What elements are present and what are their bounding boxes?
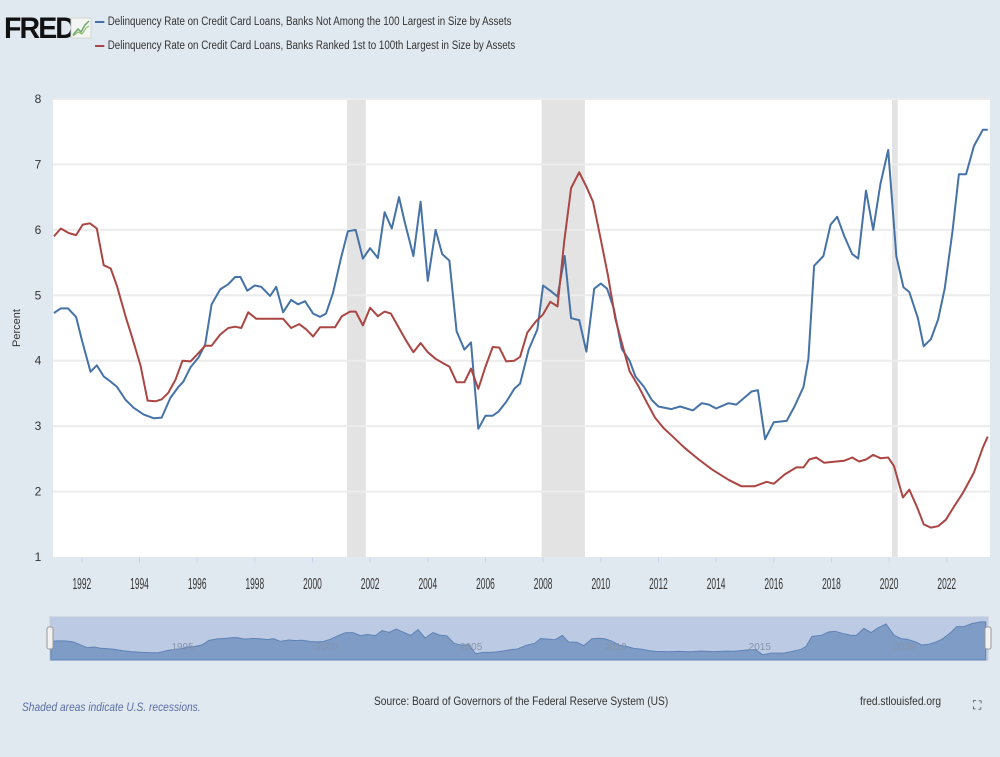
navigator-label: 2005 <box>460 642 483 653</box>
x-tick-label: 1994 <box>130 576 149 593</box>
source-text: Source: Board of Governors of the Federa… <box>374 694 669 708</box>
x-tick-label: 2004 <box>418 576 437 593</box>
x-tick-label: 2020 <box>880 576 899 593</box>
recession-band <box>891 99 898 557</box>
x-tick-label: 2012 <box>649 576 668 593</box>
legend-item-ranked-1st-to-100th[interactable]: Delinquency Rate on Credit Card Loans, B… <box>95 40 515 52</box>
y-tick-label: 3 <box>35 419 42 433</box>
navigator-label: 2020 <box>893 642 916 653</box>
legend-label: Delinquency Rate on Credit Card Loans, B… <box>107 40 516 52</box>
x-tick-label: 1998 <box>245 576 264 593</box>
expand-icon[interactable]: ⛶ <box>973 698 982 712</box>
y-tick-label: 6 <box>35 223 42 237</box>
legend-label: Delinquency Rate on Credit Card Loans, B… <box>107 16 512 28</box>
y-tick-label: 2 <box>35 485 42 499</box>
legend-item-not-among-100-largest[interactable]: Delinquency Rate on Credit Card Loans, B… <box>95 16 511 28</box>
recession-band <box>541 99 585 557</box>
y-axis-label: Percent <box>11 309 23 347</box>
plot-area <box>53 99 990 557</box>
navigator[interactable]: 1995 2000 2005 2010 2015 2020 <box>46 616 992 661</box>
y-tick-label: 8 <box>35 92 42 106</box>
line-chart: 1 2 3 4 5 6 7 8 1992 1994 1996 1998 2000 2002 2004 200… <box>11 92 992 661</box>
navigator-label: 2015 <box>749 642 772 653</box>
navigator-label: 1995 <box>171 642 194 653</box>
x-tick-label: 2010 <box>591 576 610 593</box>
chart-logo-icon <box>70 17 92 39</box>
x-tick-label: 1992 <box>72 576 91 593</box>
site-link[interactable]: fred.stlouisfed.org <box>860 694 942 708</box>
x-tick-label: 2006 <box>476 576 495 593</box>
x-tick-label: 2018 <box>822 576 841 593</box>
x-tick-label: 2016 <box>764 576 783 593</box>
fred-logo[interactable]: FRED <box>4 12 76 45</box>
y-tick-label: 4 <box>35 354 42 368</box>
series-line-not-among-100-largest <box>53 128 988 441</box>
navigator-label: 2000 <box>316 642 339 653</box>
y-tick-label: 1 <box>35 550 42 564</box>
navigator-handle-right[interactable] <box>984 626 992 650</box>
legend-swatch-blue <box>95 20 105 23</box>
navigator-area <box>50 621 987 661</box>
recession-note: Shaded areas indicate U.S. recessions. <box>22 700 201 714</box>
series-line-ranked-1st-to-100th <box>53 171 989 529</box>
navigator-label: 2010 <box>604 642 627 653</box>
x-tick-label: 1996 <box>188 576 207 593</box>
x-tick-label: 2008 <box>534 576 553 593</box>
recession-band <box>347 99 366 557</box>
x-tick-label: 2022 <box>937 576 956 593</box>
y-tick-label: 7 <box>35 157 42 171</box>
x-tick-label: 2002 <box>361 576 380 593</box>
navigator-handle-left[interactable] <box>46 626 54 650</box>
x-tick-label: 2000 <box>303 576 322 593</box>
y-tick-label: 5 <box>35 288 42 302</box>
legend-swatch-red <box>95 44 105 47</box>
x-tick-label: 2014 <box>707 576 726 593</box>
